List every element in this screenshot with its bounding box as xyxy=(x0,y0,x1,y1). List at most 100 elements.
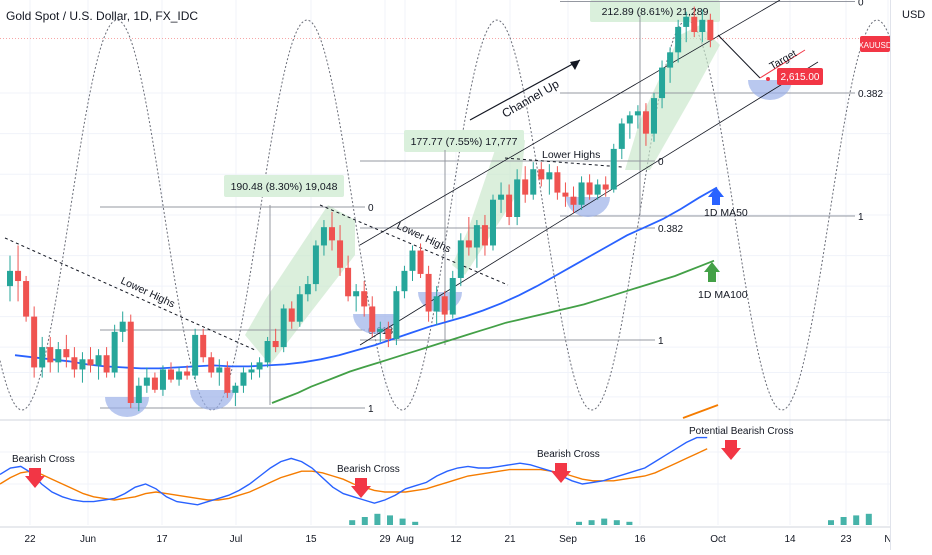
candle-body xyxy=(55,349,62,363)
candle-body xyxy=(490,199,496,246)
time-tick-label: 12 xyxy=(450,534,462,545)
time-tick-label: Jul xyxy=(230,534,243,545)
measure-label: 190.48 (8.30%) 19,048 xyxy=(231,181,338,193)
candle xyxy=(522,166,529,203)
candle xyxy=(256,357,263,378)
candle xyxy=(377,321,384,343)
target-badge-label: 2,615.00 xyxy=(781,72,820,83)
symbol-badge xyxy=(860,36,890,52)
measure-box xyxy=(404,130,524,152)
cross-label: Bearish Cross xyxy=(537,449,600,460)
candle-body xyxy=(329,227,335,241)
indicator-pane: Bearish Cross Bearish Cross Bearish Cross P… xyxy=(0,404,924,525)
candle xyxy=(208,352,215,378)
candle-body xyxy=(176,371,183,380)
rally-zone xyxy=(245,205,355,365)
candle xyxy=(554,166,561,200)
candle xyxy=(490,194,496,251)
candle xyxy=(707,13,714,48)
candle-body xyxy=(498,194,505,200)
histogram-bar xyxy=(626,521,633,525)
down-arrow-icon xyxy=(25,468,45,488)
candle xyxy=(659,60,666,109)
candle-body xyxy=(71,357,78,370)
time-tick-label: 22 xyxy=(24,534,36,545)
candle-body xyxy=(280,308,287,348)
candle xyxy=(594,179,601,200)
candle-body xyxy=(659,67,666,99)
candle-body xyxy=(562,192,569,197)
candle xyxy=(296,286,303,327)
candle xyxy=(151,372,158,393)
candle xyxy=(699,9,706,43)
histogram-bar xyxy=(576,521,582,525)
candle-body xyxy=(707,19,714,41)
candle-body xyxy=(127,321,134,403)
up-arrow-icon xyxy=(708,187,724,205)
symbol-title: Gold Spot / U.S. Dollar, 1D, FX_IDC xyxy=(6,9,199,23)
fib-level-label: 1 xyxy=(658,336,664,347)
candle-body xyxy=(232,385,239,393)
cross-label: Potential Bearish Cross xyxy=(689,426,794,437)
candle-body xyxy=(159,369,166,390)
fib-level-label: 1 xyxy=(858,212,864,223)
candle xyxy=(345,255,352,302)
candle-body xyxy=(264,341,271,363)
candle xyxy=(473,220,480,268)
candle-body xyxy=(7,270,13,287)
candle-body xyxy=(457,240,464,278)
candle-body xyxy=(135,385,142,403)
candle-body xyxy=(465,240,472,248)
candle-body xyxy=(506,194,513,217)
histogram-bar xyxy=(361,517,368,525)
time-tick-label: 23 xyxy=(840,534,852,545)
candle xyxy=(578,176,585,210)
channel-arrow xyxy=(469,59,581,121)
candle xyxy=(586,174,593,200)
candle-body xyxy=(626,115,633,124)
histogram-bar xyxy=(387,515,393,525)
candle xyxy=(111,324,118,378)
fib-level-label: 0.382 xyxy=(858,89,883,100)
candle xyxy=(618,118,625,160)
candle xyxy=(506,184,513,226)
candle xyxy=(465,217,472,256)
candle-body xyxy=(224,367,231,393)
up-arrow-icon xyxy=(704,262,720,282)
candle xyxy=(159,365,166,396)
candle-body xyxy=(538,169,545,180)
candle-body xyxy=(23,281,30,317)
candle-body xyxy=(31,316,38,368)
candle xyxy=(135,377,142,412)
candle-body xyxy=(103,355,110,373)
fib-level-label: 1 xyxy=(368,404,374,415)
ma100-line xyxy=(271,259,715,404)
candle xyxy=(264,336,271,368)
time-tick-label: Jun xyxy=(80,534,96,545)
time-tick-label: Oct xyxy=(710,534,726,545)
candle-body xyxy=(449,277,456,315)
candle-body xyxy=(401,270,408,292)
indicator-forecast-line xyxy=(682,404,719,419)
candle-body xyxy=(369,306,376,332)
target-badge xyxy=(777,68,823,85)
price-axis-panel[interactable] xyxy=(890,0,932,550)
candle-body xyxy=(570,196,577,205)
candle xyxy=(691,6,698,38)
channel-arrowhead xyxy=(570,60,580,70)
candle xyxy=(248,362,255,380)
histogram-bar xyxy=(412,521,419,525)
candle xyxy=(127,314,134,409)
candle-body xyxy=(691,16,698,33)
ma100-label: 1D MA100 xyxy=(698,289,748,301)
candle-body xyxy=(441,296,448,315)
candle-body xyxy=(320,227,327,246)
candle-body xyxy=(554,172,561,193)
candle xyxy=(433,286,440,325)
candle xyxy=(143,367,150,393)
candle xyxy=(546,164,553,195)
candle-body xyxy=(642,111,649,134)
time-tick-label: 21 xyxy=(504,534,516,545)
